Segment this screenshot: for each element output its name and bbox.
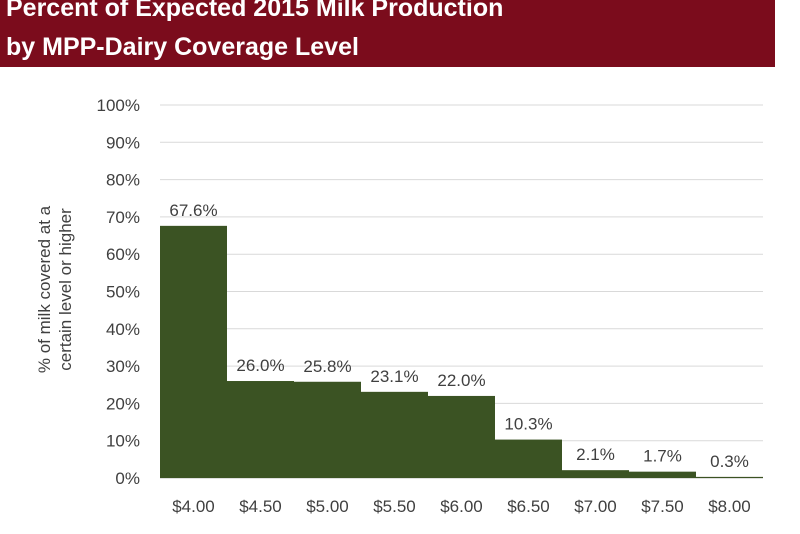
- y-tick-label: 50%: [106, 283, 140, 302]
- x-tick-label: $4.50: [239, 497, 282, 516]
- bar: [495, 439, 562, 478]
- bar: [227, 381, 294, 478]
- bar: [562, 470, 629, 478]
- x-tick-label: $5.00: [306, 497, 349, 516]
- data-label: 1.7%: [643, 447, 682, 466]
- y-axis-ticks: 0% 10% 20% 30% 40% 50% 60% 70% 80% 90% 100%: [97, 96, 140, 488]
- y-tick-label: 80%: [106, 171, 140, 190]
- bar: [294, 381, 361, 478]
- chart-title: Percent of Expected 2015 Milk Production: [6, 0, 504, 22]
- x-tick-label: $8.00: [708, 497, 751, 516]
- y-axis-title-line: certain level or higher: [56, 208, 75, 371]
- title-banner: Percent of Expected 2015 Milk Production…: [0, 0, 775, 67]
- y-tick-label: 70%: [106, 208, 140, 227]
- data-label: 22.0%: [437, 371, 485, 390]
- data-label: 10.3%: [504, 415, 552, 434]
- y-tick-label: 40%: [106, 320, 140, 339]
- y-axis-title-line: % of milk covered at a: [35, 205, 54, 373]
- y-tick-label: 30%: [106, 357, 140, 376]
- x-tick-label: $6.00: [440, 497, 483, 516]
- y-axis-label: % of milk covered at a certain level or h…: [35, 205, 75, 373]
- y-tick-label: 10%: [106, 432, 140, 451]
- y-axis-title: % of milk covered at a certain level or h…: [35, 205, 75, 373]
- x-axis-categories: $4.00 $4.50 $5.00 $5.50 $6.00 $6.50 $7.00 $7.50…: [172, 497, 751, 516]
- y-tick-label: 90%: [106, 133, 140, 152]
- data-label: 67.6%: [169, 201, 217, 220]
- y-tick-label: 100%: [97, 96, 140, 115]
- x-tick-label: $7.50: [641, 497, 684, 516]
- y-tick-label: 0%: [115, 469, 140, 488]
- data-label: 23.1%: [370, 367, 418, 386]
- data-label: 2.1%: [576, 445, 615, 464]
- bar: [428, 395, 495, 478]
- bars: [160, 225, 763, 478]
- x-tick-label: $7.00: [574, 497, 617, 516]
- data-label: 26.0%: [236, 356, 284, 375]
- bar: [160, 225, 227, 478]
- data-labels: 67.6% 26.0% 25.8% 23.1% 22.0% 10.3% 2.1% 1.7% 0.…: [169, 201, 748, 471]
- chart-subtitle: by MPP-Dairy Coverage Level: [6, 33, 359, 61]
- y-tick-label: 60%: [106, 245, 140, 264]
- x-tick-label: $4.00: [172, 497, 215, 516]
- bar: [696, 476, 763, 478]
- data-label: 25.8%: [303, 357, 351, 376]
- bar: [361, 391, 428, 478]
- bar: [629, 471, 696, 478]
- x-tick-label: $6.50: [507, 497, 550, 516]
- x-tick-label: $5.50: [373, 497, 416, 516]
- y-tick-label: 20%: [106, 394, 140, 413]
- data-label: 0.3%: [710, 452, 749, 471]
